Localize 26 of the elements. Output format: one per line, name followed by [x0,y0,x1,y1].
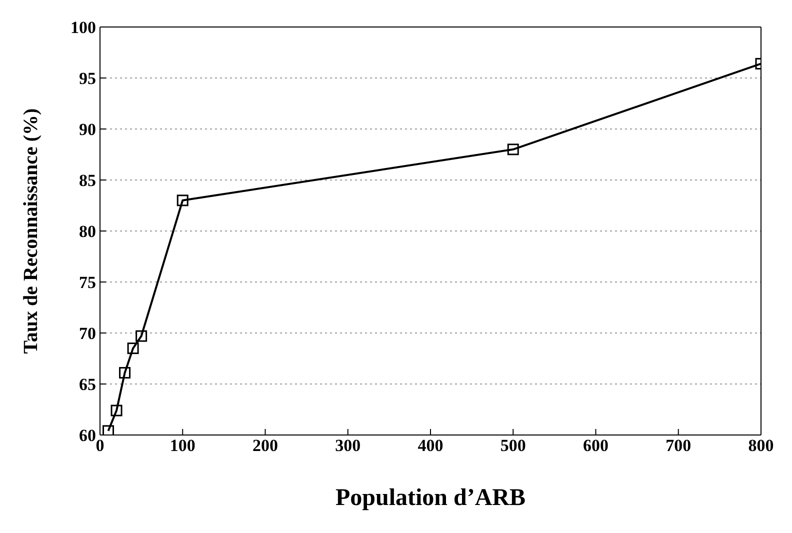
x-tick-label: 200 [252,436,278,456]
point [119,367,131,379]
x-tick-label: 600 [583,436,608,456]
y-tick-label: 80 [79,222,96,242]
x-tick-label: 500 [500,436,526,456]
x-tick-label: 400 [418,436,444,456]
y-tick-label: 90 [79,120,96,140]
point [110,404,122,416]
y-tick-label: 60 [79,426,96,446]
point [127,342,139,354]
y-tick-label: 85 [79,171,96,190]
y-axis-title: Taux de Reconnaissance (%) [20,108,42,354]
y-tick-label: 70 [79,324,96,344]
x-tick-label: 300 [335,436,361,456]
point [102,425,114,435]
x-axis-title: Population d’ARB [335,485,526,511]
x-tick-label: 0 [96,436,104,456]
x-tick-label: 100 [170,436,196,456]
x-tick-label: 800 [748,436,774,456]
y-tick-label: 95 [79,69,96,88]
point [136,330,148,342]
point [176,194,188,206]
y-tick-label: 75 [79,273,96,292]
x-tick-label: 700 [666,436,692,456]
y-tick-label: 100 [70,18,96,38]
y-tick-label: 65 [79,375,96,394]
